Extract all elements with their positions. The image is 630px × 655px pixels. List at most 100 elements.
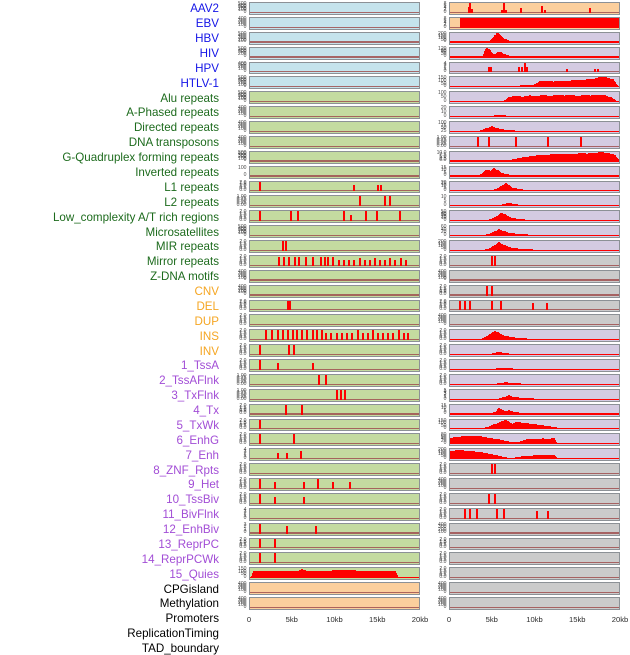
signal-track[interactable] — [249, 389, 420, 402]
signal-track[interactable] — [249, 374, 420, 387]
signal-track[interactable] — [449, 47, 620, 60]
track-plot-area — [250, 256, 419, 267]
signal-track[interactable] — [449, 76, 620, 89]
signal-track[interactable] — [249, 106, 420, 119]
signal-track[interactable] — [249, 32, 420, 45]
signal-track[interactable] — [449, 121, 620, 134]
signal-track[interactable] — [449, 567, 620, 580]
signal-track[interactable] — [249, 285, 420, 298]
signal-track[interactable] — [449, 151, 620, 164]
signal-track[interactable] — [449, 181, 620, 194]
signal-track[interactable] — [249, 91, 420, 104]
y-axis-tick-label: 0.0 — [239, 352, 248, 357]
signal-track[interactable] — [249, 225, 420, 238]
signal-track[interactable] — [249, 419, 420, 432]
signal-track[interactable] — [449, 136, 620, 149]
signal-track[interactable] — [249, 121, 420, 134]
signal-track[interactable] — [449, 255, 620, 268]
signal-bar — [359, 258, 361, 265]
signal-track[interactable] — [249, 62, 420, 75]
signal-track[interactable] — [249, 359, 420, 372]
signal-track[interactable] — [449, 463, 620, 476]
signal-track[interactable] — [449, 552, 620, 565]
signal-track[interactable] — [449, 225, 620, 238]
signal-track[interactable] — [249, 240, 420, 253]
signal-track[interactable] — [449, 17, 620, 30]
signal-track[interactable] — [449, 91, 620, 104]
signal-track[interactable] — [249, 151, 420, 164]
track-label: L1 repeats — [0, 182, 222, 194]
signal-track[interactable] — [449, 300, 620, 313]
signal-bar — [297, 210, 299, 221]
signal-track[interactable] — [249, 181, 420, 194]
signal-bar — [259, 538, 261, 549]
signal-track[interactable] — [449, 344, 620, 357]
signal-bar — [403, 333, 405, 340]
track-baseline — [450, 279, 619, 280]
track-label: Promoters — [0, 613, 222, 625]
signal-bar — [332, 482, 334, 489]
signal-track[interactable] — [249, 552, 420, 565]
signal-track[interactable] — [249, 270, 420, 283]
signal-track[interactable] — [449, 538, 620, 551]
signal-track[interactable] — [449, 404, 620, 417]
signal-track[interactable] — [449, 195, 620, 208]
signal-bar — [332, 257, 334, 266]
signal-track[interactable] — [249, 478, 420, 491]
signal-track[interactable] — [449, 419, 620, 432]
signal-track[interactable] — [449, 478, 620, 491]
signal-track[interactable] — [249, 344, 420, 357]
signal-track[interactable] — [249, 210, 420, 223]
signal-track[interactable] — [249, 195, 420, 208]
signal-track[interactable] — [249, 508, 420, 521]
signal-track[interactable] — [449, 314, 620, 327]
signal-track[interactable] — [449, 106, 620, 119]
signal-track[interactable] — [449, 2, 620, 15]
signal-track[interactable] — [449, 493, 620, 506]
signal-bar — [349, 482, 351, 489]
signal-track[interactable] — [449, 359, 620, 372]
signal-track[interactable] — [449, 582, 620, 595]
signal-track[interactable] — [249, 523, 420, 536]
track-baseline — [250, 532, 419, 533]
signal-track[interactable] — [249, 76, 420, 89]
signal-track[interactable] — [249, 329, 420, 342]
signal-track[interactable] — [249, 314, 420, 327]
signal-track[interactable] — [449, 210, 620, 223]
signal-bar — [384, 195, 386, 206]
signal-track[interactable] — [449, 270, 620, 283]
signal-track[interactable] — [449, 32, 620, 45]
signal-track[interactable] — [249, 300, 420, 313]
signal-track[interactable] — [249, 597, 420, 610]
signal-track[interactable] — [249, 17, 420, 30]
signal-track[interactable] — [249, 433, 420, 446]
signal-track[interactable] — [449, 374, 620, 387]
signal-track[interactable] — [249, 255, 420, 268]
signal-track[interactable] — [449, 329, 620, 342]
signal-track[interactable] — [449, 240, 620, 253]
signal-track[interactable] — [449, 62, 620, 75]
signal-track[interactable] — [449, 448, 620, 461]
signal-track[interactable] — [449, 389, 620, 402]
signal-track[interactable] — [249, 567, 420, 580]
signal-track[interactable] — [449, 523, 620, 536]
track-plot-area — [450, 360, 619, 371]
signal-track[interactable] — [249, 493, 420, 506]
signal-track[interactable] — [249, 463, 420, 476]
signal-track[interactable] — [449, 285, 620, 298]
signal-track[interactable] — [249, 404, 420, 417]
track-label: A-Phased repeats — [0, 107, 222, 119]
signal-track[interactable] — [249, 538, 420, 551]
signal-track[interactable] — [249, 582, 420, 595]
signal-track[interactable] — [249, 448, 420, 461]
signal-track[interactable] — [449, 597, 620, 610]
signal-track[interactable] — [449, 433, 620, 446]
signal-track[interactable] — [249, 2, 420, 15]
signal-track[interactable] — [249, 166, 420, 179]
signal-track[interactable] — [249, 47, 420, 60]
signal-track[interactable] — [249, 136, 420, 149]
signal-track[interactable] — [449, 166, 620, 179]
signal-track[interactable] — [449, 508, 620, 521]
track-plot-area — [450, 583, 619, 594]
